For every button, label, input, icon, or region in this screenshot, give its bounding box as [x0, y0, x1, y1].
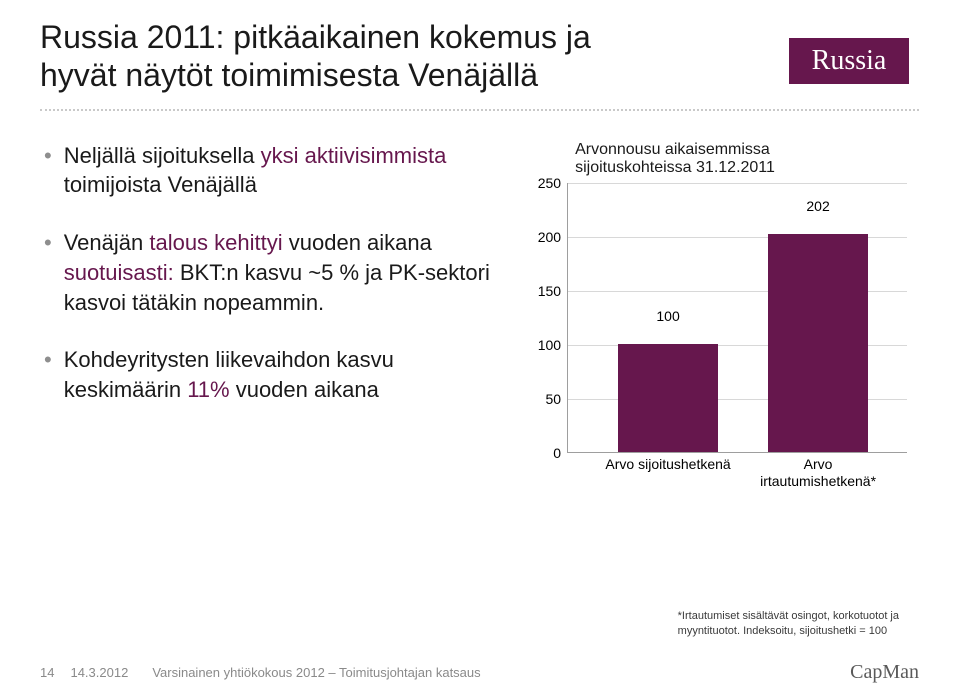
- capman-logo-text: CapMan: [850, 661, 919, 683]
- x-axis-label: Arvoirtautumishetkenä*: [743, 456, 893, 490]
- bullet-marker: •: [44, 141, 52, 200]
- content-area: • Neljällä sijoituksella yksi aktiivisim…: [40, 141, 919, 483]
- bullet-text: Venäjän talous kehittyi vuoden aikana su…: [64, 228, 497, 317]
- bullet-text-part: Neljällä sijoituksella: [64, 143, 261, 168]
- y-axis-label: 50: [527, 391, 561, 407]
- bar-value-label: 202: [758, 198, 878, 214]
- chart-bar: [618, 344, 718, 452]
- footer-description: Varsinainen yhtiökokous 2012 – Toimitusj…: [152, 665, 480, 680]
- title-line-2: hyvät näytöt toimimisesta Venäjällä: [40, 57, 538, 93]
- y-axis-label: 100: [527, 337, 561, 353]
- bullet-accent: talous kehittyi: [149, 230, 282, 255]
- bullet-item: • Kohdeyritysten liikevaihdon kasvu kesk…: [40, 345, 497, 404]
- chart-title: Arvonnousu aikaisemmissa sijoituskohteis…: [575, 141, 919, 177]
- title-line-1: Russia 2011: pitkäaikainen kokemus ja: [40, 19, 591, 55]
- bullet-item: • Venäjän talous kehittyi vuoden aikana …: [40, 228, 497, 317]
- bullet-marker: •: [44, 228, 52, 317]
- chart-title-line: Arvonnousu aikaisemmissa: [575, 141, 770, 158]
- footnote-line: *Irtautumiset sisältävät osingot, korkot…: [678, 610, 899, 622]
- bullet-marker: •: [44, 345, 52, 404]
- bullet-text-part: vuoden aikana: [230, 377, 379, 402]
- chart-bar: [768, 234, 868, 452]
- y-axis-label: 150: [527, 283, 561, 299]
- chart-footnote: *Irtautumiset sisältävät osingot, korkot…: [678, 609, 899, 638]
- separator: [40, 109, 919, 111]
- chart-title-line: sijoituskohteissa 31.12.2011: [575, 159, 775, 176]
- y-axis-label: 0: [527, 445, 561, 461]
- footer-date: 14.3.2012: [70, 665, 128, 680]
- bullet-list: • Neljällä sijoituksella yksi aktiivisim…: [40, 141, 497, 483]
- bullet-text-part: toimijoista Venäjällä: [64, 172, 257, 197]
- bullet-accent: yksi aktiivisimmista: [261, 143, 447, 168]
- bullet-accent: 11%: [187, 377, 229, 402]
- bullet-text: Kohdeyritysten liikevaihdon kasvu keskim…: [64, 345, 497, 404]
- bullet-text-part: vuoden aikana: [283, 230, 432, 255]
- bullet-item: • Neljällä sijoituksella yksi aktiivisim…: [40, 141, 497, 200]
- russia-logo-text: Russia: [812, 45, 887, 77]
- chart-container: Arvonnousu aikaisemmissa sijoituskohteis…: [517, 141, 919, 483]
- capman-logo: CapMan: [850, 661, 919, 684]
- title-row: Russia 2011: pitkäaikainen kokemus ja hy…: [40, 18, 919, 95]
- bullet-text-part: Venäjän: [64, 230, 150, 255]
- bullet-accent: suotuisasti:: [64, 260, 174, 285]
- y-axis-label: 200: [527, 229, 561, 245]
- footnote-line: myyntituotot. Indeksoitu, sijoitushetki …: [678, 625, 887, 637]
- gridline: [568, 183, 907, 184]
- plot-area: 100Arvo sijoitushetkenä202Arvoirtautumis…: [567, 183, 907, 453]
- slide: Russia 2011: pitkäaikainen kokemus ja hy…: [0, 0, 959, 694]
- bullet-text: Neljällä sijoituksella yksi aktiivisimmi…: [64, 141, 497, 200]
- bar-value-label: 100: [608, 308, 728, 324]
- x-axis-label: Arvo sijoitushetkenä: [593, 456, 743, 473]
- slide-title: Russia 2011: pitkäaikainen kokemus ja hy…: [40, 18, 789, 95]
- slide-footer: 14 14.3.2012 Varsinainen yhtiökokous 201…: [0, 665, 959, 680]
- russia-logo: Russia: [789, 38, 909, 84]
- bar-chart: 100Arvo sijoitushetkenä202Arvoirtautumis…: [527, 183, 907, 483]
- page-number: 14: [40, 665, 54, 680]
- y-axis-label: 250: [527, 175, 561, 191]
